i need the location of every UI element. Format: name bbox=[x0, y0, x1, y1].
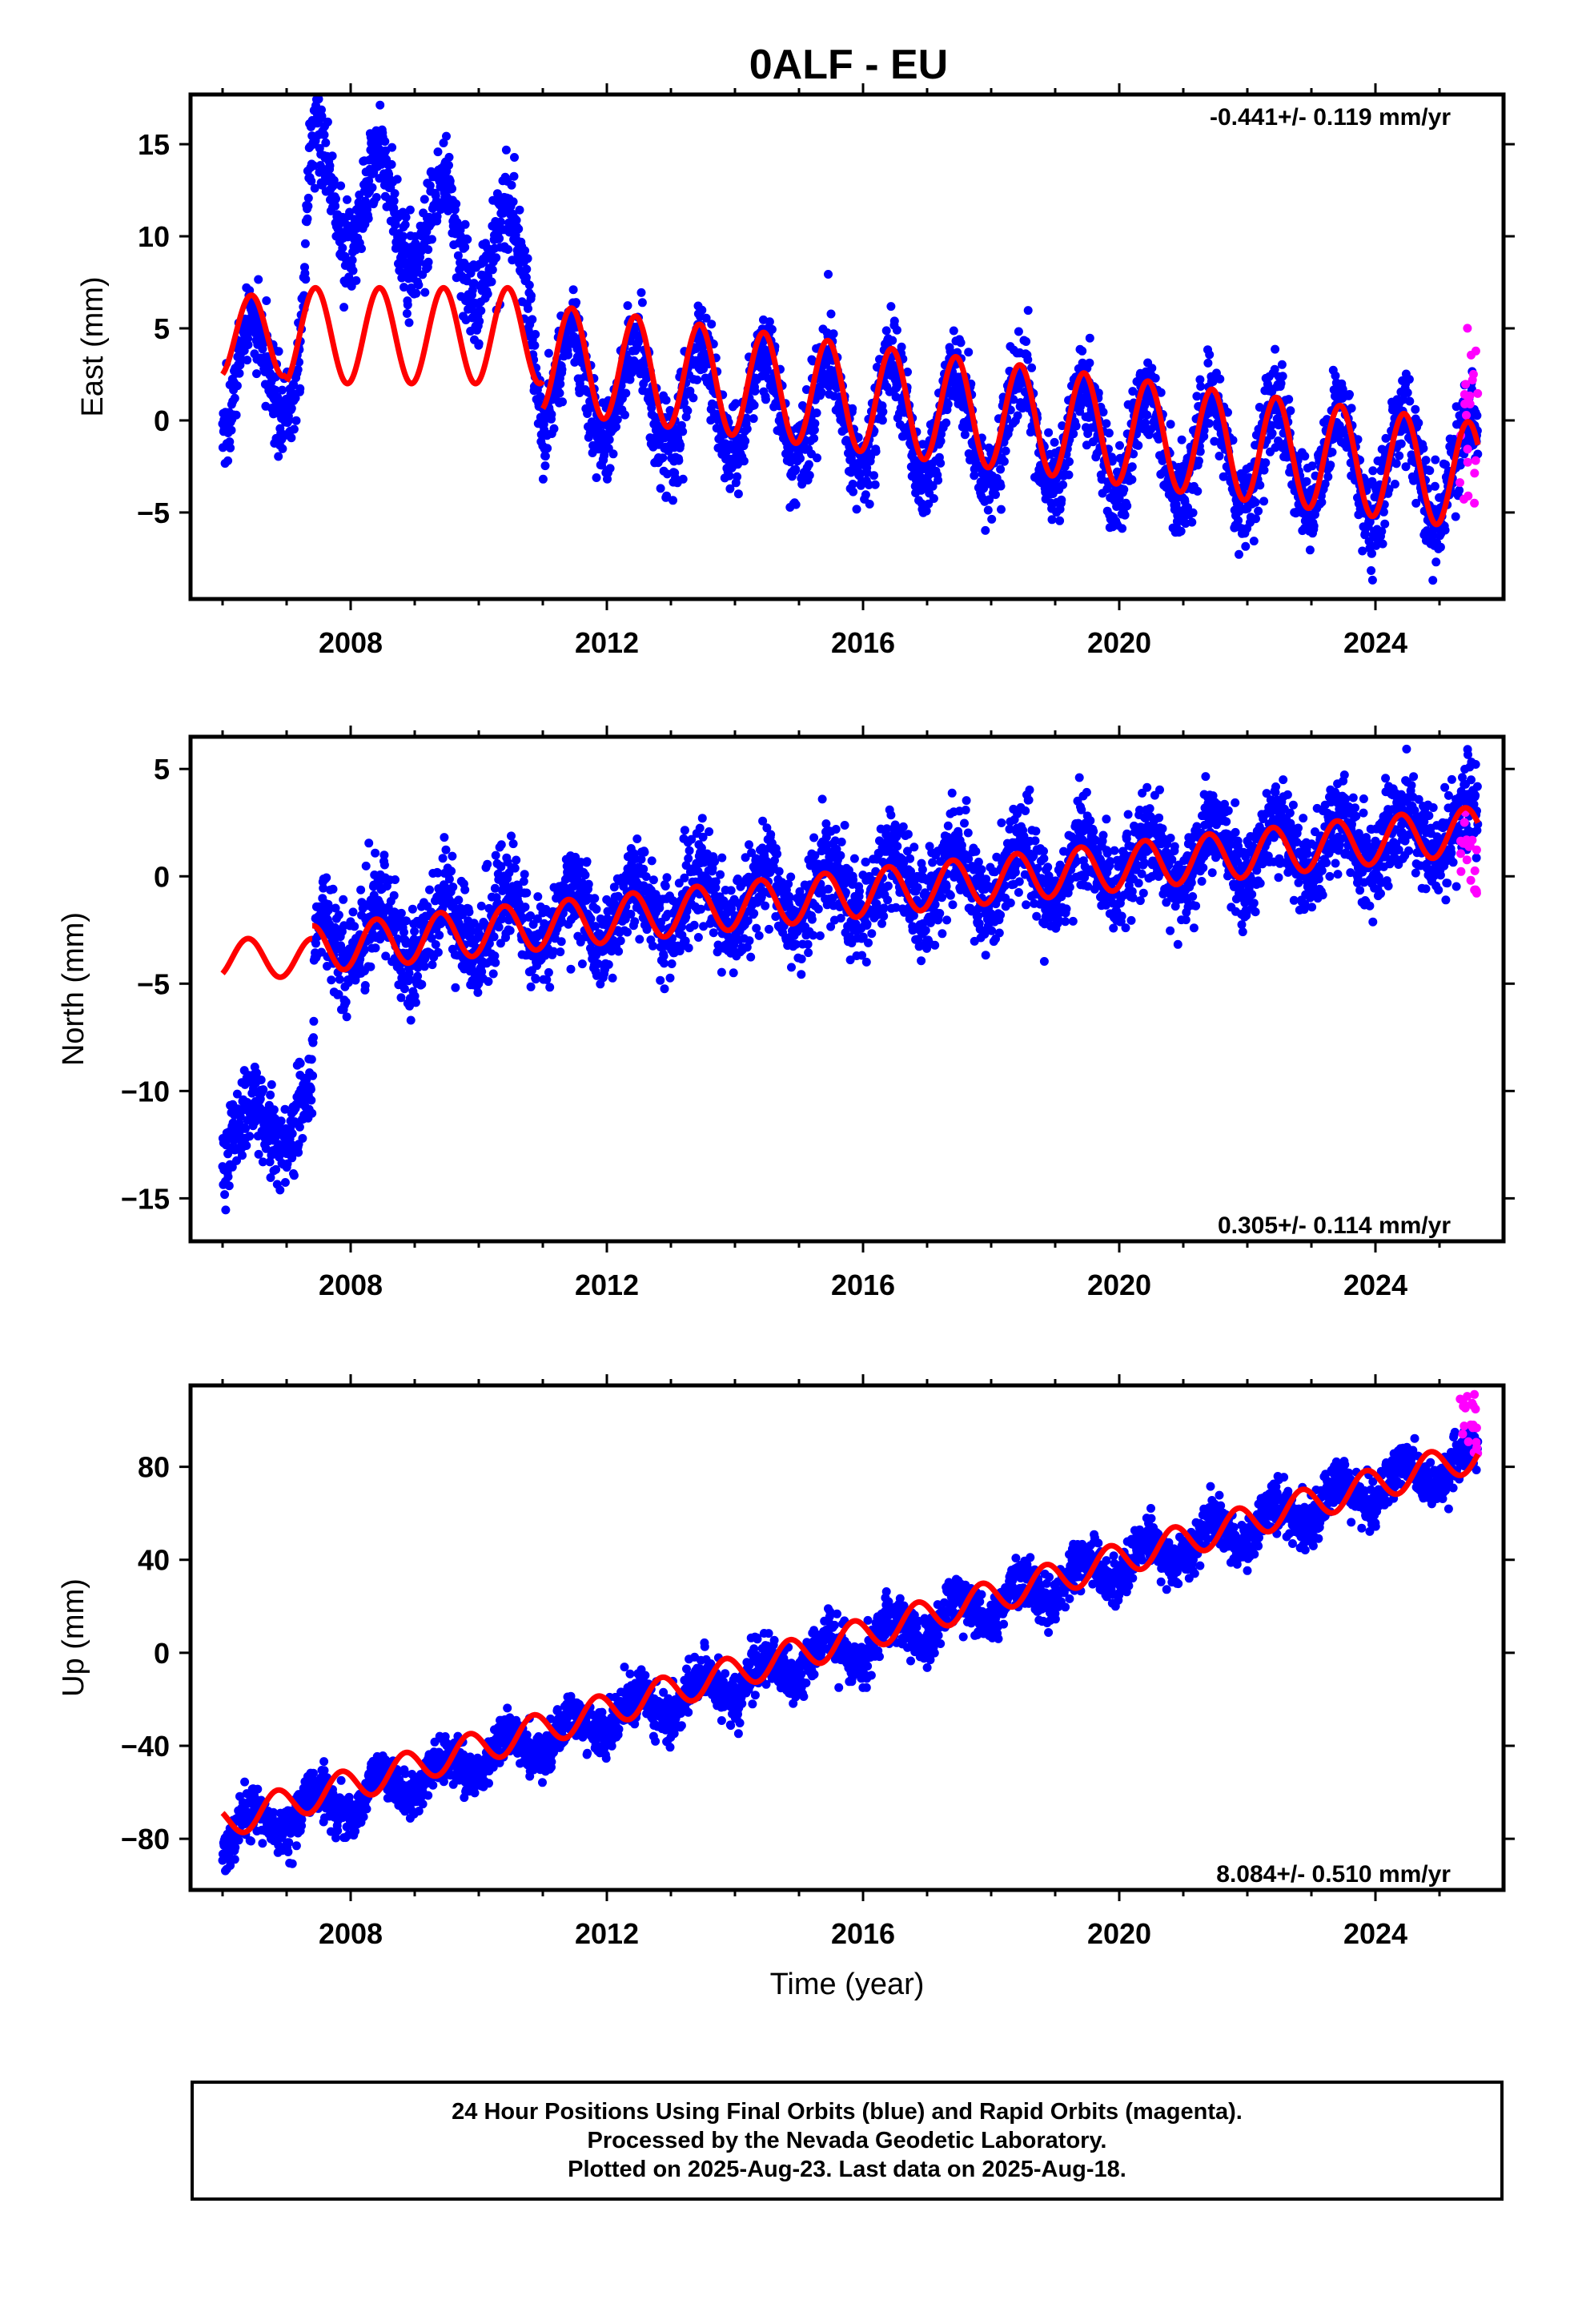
up-points bbox=[218, 1389, 1483, 1876]
up-rapid-orbit-point bbox=[1466, 1420, 1476, 1429]
north-rapid-orbit-point bbox=[1462, 855, 1472, 865]
north-rapid-orbit-point bbox=[1456, 866, 1466, 876]
east-rapid-orbit-point bbox=[1463, 444, 1472, 454]
up-y-tick-label: −40 bbox=[121, 1730, 170, 1763]
north-rapid-orbit-point bbox=[1466, 875, 1476, 885]
north-rapid-orbit-point bbox=[1456, 849, 1465, 858]
east-rapid-orbit-point bbox=[1456, 478, 1464, 488]
north-x-tick-label: 2024 bbox=[1343, 1269, 1407, 1301]
east-final-orbit-points bbox=[218, 94, 1483, 585]
up-y-tick-label: 80 bbox=[138, 1451, 170, 1484]
east-model-segment bbox=[220, 292, 289, 380]
up-frame bbox=[188, 1383, 1506, 1892]
east-y-tick-label: −5 bbox=[137, 497, 170, 529]
up-rate-label: 8.084+/- 0.510 mm/yr bbox=[1216, 1861, 1451, 1888]
east-model-segment bbox=[284, 284, 545, 387]
up-rapid-orbit-point bbox=[1463, 1392, 1472, 1401]
north-model-curve bbox=[220, 805, 1481, 980]
east-rapid-orbit-point bbox=[1473, 388, 1483, 398]
up-y-tick-label: 40 bbox=[138, 1544, 170, 1577]
up-rapid-orbit-point bbox=[1470, 1389, 1480, 1399]
north-y-axis-label: North (mm) bbox=[57, 912, 90, 1066]
east-rapid-orbit-point bbox=[1460, 494, 1468, 504]
east-x-tick-label: 2024 bbox=[1343, 626, 1407, 659]
east-y-axis-label: East (mm) bbox=[76, 276, 110, 416]
north-model-segment bbox=[310, 805, 1481, 973]
x-axis-label: Time (year) bbox=[770, 1968, 925, 2001]
east-rapid-orbit-point bbox=[1463, 457, 1472, 467]
east-rate-label: -0.441+/- 0.119 mm/yr bbox=[1210, 104, 1451, 131]
east-rapid-orbit-point bbox=[1468, 369, 1478, 379]
north-x-tick-label: 2012 bbox=[575, 1269, 639, 1301]
north-rapid-orbit-point bbox=[1460, 818, 1469, 827]
north-y-tick-label: 5 bbox=[154, 753, 170, 786]
east-axis-ticks: −5 0 5 10 15 2008 2012 2016 2020 2024 bbox=[137, 83, 1515, 659]
north-rapid-orbit-point bbox=[1472, 887, 1481, 896]
north-y-tick-label: −10 bbox=[121, 1075, 170, 1108]
east-rapid-orbit-point bbox=[1464, 396, 1473, 404]
east-rapid-orbit-point bbox=[1461, 380, 1471, 389]
north-y-tick-label: −5 bbox=[137, 967, 170, 1000]
east-rapid-orbit-point bbox=[1470, 468, 1480, 478]
north-rapid-orbit-point bbox=[1460, 839, 1470, 848]
up-x-tick-label: 2008 bbox=[319, 1917, 383, 1950]
east-x-tick-label: 2016 bbox=[831, 626, 895, 659]
caption-box: 24 Hour Positions Using Final Orbits (bl… bbox=[191, 2081, 1504, 2201]
up-final-orbit-points bbox=[218, 1422, 1483, 1876]
panel-up: −80 −40 0 40 80 2008 2012 2016 2020 2024 8.084+/-… bbox=[57, 1374, 1515, 2001]
north-rate-label: 0.305+/- 0.114 mm/yr bbox=[1218, 1212, 1451, 1239]
caption-line-1: 24 Hour Positions Using Final Orbits (bl… bbox=[452, 2099, 1243, 2125]
north-final-orbit-points bbox=[218, 744, 1483, 1215]
east-y-tick-label: 10 bbox=[138, 220, 170, 253]
east-rapid-orbit-point bbox=[1463, 324, 1472, 333]
up-model-curve bbox=[220, 1449, 1481, 1835]
up-x-tick-label: 2016 bbox=[831, 1917, 895, 1950]
up-rapid-orbit-point bbox=[1460, 1421, 1469, 1431]
up-axis-ticks: −80 −40 0 40 80 2008 2012 2016 2020 2024 bbox=[121, 1374, 1515, 1950]
up-x-tick-label: 2012 bbox=[575, 1917, 639, 1950]
east-frame bbox=[188, 92, 1506, 601]
east-points bbox=[218, 94, 1483, 585]
north-rapid-orbit-point bbox=[1472, 845, 1481, 854]
east-y-tick-label: 15 bbox=[138, 128, 170, 161]
east-model-segment bbox=[540, 305, 1481, 528]
north-model-segment bbox=[220, 935, 315, 980]
up-rapid-orbit-point bbox=[1472, 1443, 1482, 1453]
north-rapid-orbit-point bbox=[1470, 866, 1480, 875]
north-points bbox=[218, 744, 1483, 1215]
panel-east: −5 0 5 10 15 2008 2012 2016 2020 2024 -0.441+/- 0… bbox=[76, 83, 1515, 659]
figure-title: 0ALF - EU bbox=[749, 42, 948, 88]
north-y-tick-label: −15 bbox=[121, 1182, 170, 1215]
east-rapid-orbit-point bbox=[1462, 411, 1471, 420]
east-rapid-orbit-point bbox=[1471, 456, 1480, 465]
up-y-tick-label: −80 bbox=[121, 1823, 170, 1856]
caption-line-2: Processed by the Nevada Geodetic Laborat… bbox=[587, 2128, 1107, 2153]
east-y-tick-label: 5 bbox=[154, 312, 170, 345]
up-rapid-orbit-point bbox=[1464, 1437, 1473, 1446]
east-rapid-orbit-point bbox=[1470, 498, 1480, 508]
north-rapid-orbit-point bbox=[1468, 835, 1477, 845]
north-x-tick-label: 2016 bbox=[831, 1269, 895, 1301]
east-x-tick-label: 2020 bbox=[1087, 626, 1151, 659]
north-x-tick-label: 2008 bbox=[319, 1269, 383, 1301]
up-y-tick-label: 0 bbox=[154, 1637, 170, 1670]
up-rapid-orbit-point bbox=[1468, 1401, 1478, 1410]
north-y-tick-label: 0 bbox=[154, 860, 170, 893]
caption-line-3: Plotted on 2025-Aug-23. Last data on 202… bbox=[568, 2157, 1126, 2182]
east-y-tick-label: 0 bbox=[154, 404, 170, 437]
up-rapid-orbit-point bbox=[1460, 1403, 1470, 1413]
north-frame bbox=[188, 734, 1506, 1244]
east-x-tick-label: 2012 bbox=[575, 626, 639, 659]
north-x-tick-label: 2020 bbox=[1087, 1269, 1151, 1301]
up-x-tick-label: 2020 bbox=[1087, 1917, 1151, 1950]
up-x-tick-label: 2024 bbox=[1343, 1917, 1407, 1950]
east-rapid-orbit-point bbox=[1467, 350, 1476, 360]
east-model-curve bbox=[220, 284, 1481, 528]
panel-north: −15 −10 −5 0 5 2008 2012 2016 2020 2024 0.305+/- … bbox=[57, 726, 1515, 1301]
east-x-tick-label: 2008 bbox=[319, 626, 383, 659]
up-model-segment bbox=[220, 1449, 1481, 1835]
up-y-axis-label: Up (mm) bbox=[57, 1578, 90, 1697]
up-rapid-orbit-point bbox=[1458, 1429, 1468, 1439]
